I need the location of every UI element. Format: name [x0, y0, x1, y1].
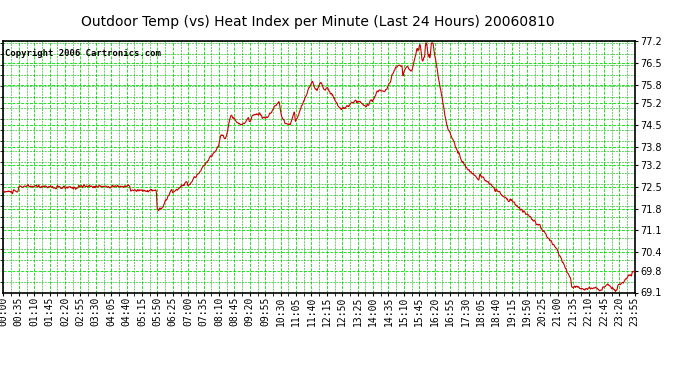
Text: Outdoor Temp (vs) Heat Index per Minute (Last 24 Hours) 20060810: Outdoor Temp (vs) Heat Index per Minute … [81, 15, 554, 29]
Text: Copyright 2006 Cartronics.com: Copyright 2006 Cartronics.com [6, 49, 161, 58]
